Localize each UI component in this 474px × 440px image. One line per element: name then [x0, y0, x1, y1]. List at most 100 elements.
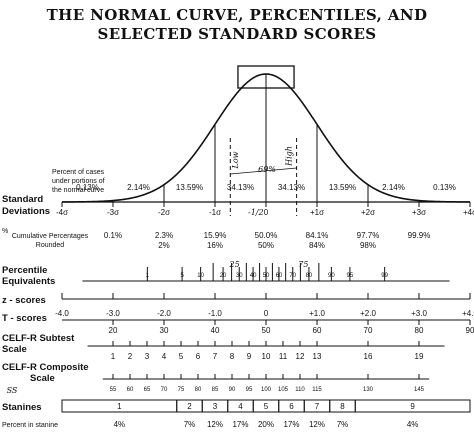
- celf-composite-label-4: 75: [178, 387, 185, 393]
- z-label-1: -3.0: [106, 309, 120, 318]
- cumulative-rounded-4: 84%: [309, 241, 325, 250]
- celf-composite-label-1: 60: [127, 387, 134, 393]
- sd-label-5: +1σ: [310, 208, 324, 217]
- curve-group: 0.13% 2.14% 13.59% 34.13% 34.13% 13.59% 2.14% 0…: [52, 65, 471, 216]
- stanine-percent-7: 12%: [309, 420, 325, 429]
- celf-subtest-label-5: 6: [196, 352, 201, 361]
- z-label-7: +3.0: [411, 309, 427, 318]
- area-percent-0: 0.13%: [76, 183, 99, 192]
- sd-label-1: -3σ: [107, 208, 119, 217]
- celf-subtest-label-line-2: Scale: [2, 344, 27, 355]
- percentile-label-10: 90: [328, 273, 335, 279]
- celf-subtest-label-11: 12: [296, 352, 305, 361]
- chart-title-line-1: THE NORMAL CURVE, PERCENTILES, AND: [46, 6, 428, 24]
- cumulative-label-line-2: Rounded: [36, 242, 65, 249]
- percentile-label-7: 60: [276, 273, 283, 279]
- celf-composite-label-9: 100: [261, 387, 272, 393]
- sd-label-2: -2σ: [158, 208, 170, 217]
- stanine-percent-9: 4%: [407, 420, 419, 429]
- celf-subtest-label-2: 3: [145, 352, 150, 361]
- area-percent-2: 13.59%: [176, 183, 203, 192]
- cumulative-value-4: 84.1%: [306, 231, 329, 240]
- celf-subtest-label-8: 9: [247, 352, 252, 361]
- celf-composite-label-11: 110: [295, 387, 305, 393]
- sd-label-3: -1σ: [209, 208, 221, 217]
- stanine-label-9: 9: [410, 402, 415, 411]
- t-label-6: 80: [415, 326, 424, 335]
- z-label-8: +4.0: [462, 309, 474, 318]
- stanine-percent-8: 7%: [337, 420, 349, 429]
- celf-subtest-label-14: 19: [415, 352, 424, 361]
- cumulative-value-5: 97.7%: [357, 231, 380, 240]
- z-label-3: -1.0: [208, 309, 222, 318]
- area-caption-line-0: Percent of cases: [52, 169, 105, 176]
- celf-composite-label-0: 55: [110, 387, 117, 393]
- percent-in-stanine-label: Percent in stanine: [2, 422, 58, 429]
- celf-composite-label-6: 85: [212, 387, 219, 393]
- sd-label-line-2: Deviations: [2, 206, 50, 217]
- celf-subtest-label-10: 11: [279, 352, 288, 361]
- area-caption-line-1: under portions of: [52, 178, 105, 185]
- percentile-label-4: 30: [236, 273, 243, 279]
- celf-subtest-label-9: 10: [262, 352, 271, 361]
- celf-composite-label-10: 105: [278, 387, 289, 393]
- t-label-3: 50: [262, 326, 271, 335]
- z-label-4: 0: [264, 309, 269, 318]
- stanine-label-8: 8: [340, 402, 345, 411]
- celf-composite-margin-note: SS: [7, 386, 18, 395]
- t-label-2: 40: [211, 326, 220, 335]
- celf-composite-label-8: 95: [246, 387, 253, 393]
- celf-subtest-label-6: 7: [213, 352, 218, 361]
- handwritten-low: Low: [231, 151, 240, 169]
- sd-label-0: -4σ: [56, 208, 68, 217]
- stanine-label-6: 6: [289, 402, 294, 411]
- stanines-label: Stanines: [2, 402, 42, 413]
- percentile-label-5: 40: [250, 273, 257, 279]
- cumulative-value-0: 0.1%: [104, 231, 122, 240]
- celf-subtest-label-13: 16: [364, 352, 373, 361]
- celf-composite-label-2: 65: [144, 387, 151, 393]
- stanine-label-7: 7: [315, 402, 320, 411]
- celf-subtest-label-line-1: CELF-R Subtest: [2, 333, 75, 344]
- stanine-label-5: 5: [264, 402, 269, 411]
- celf-subtest-label-4: 5: [179, 352, 184, 361]
- handwritten-box: [237, 65, 295, 89]
- area-percent-7: 0.13%: [433, 183, 456, 192]
- percentile-label-line-2: Equivalents: [2, 276, 55, 287]
- cumulative-value-2: 15.9%: [204, 231, 227, 240]
- cumulative-value-3: 50.0%: [255, 231, 278, 240]
- area-percent-6: 2.14%: [382, 183, 405, 192]
- area-percent-5: 13.59%: [329, 183, 356, 192]
- percentile-label-line-1: Percentile: [2, 265, 47, 276]
- celf-subtest-label-1: 2: [128, 352, 133, 361]
- celf-composite-label-14: 145: [414, 387, 425, 393]
- handwritten-range-arrow: [230, 167, 297, 175]
- stanine-cell-9: [354, 399, 471, 413]
- scales-group: -4σ -3σ -2σ -1σ 0 +1σ +2σ +3σ +4σ -1/2 0.1% 2.3%2% 1…: [55, 202, 474, 429]
- cumulative-symbol: %: [2, 228, 8, 235]
- cumulative-label-line-1: Cumulative Percentages: [12, 233, 89, 240]
- z-label-2: -2.0: [157, 309, 171, 318]
- z-label-0: -4.0: [55, 309, 69, 318]
- t-label-4: 60: [313, 326, 322, 335]
- percentile-label-9: 80: [306, 273, 313, 279]
- area-caption-line-2: the normal curve: [52, 187, 104, 194]
- celf-composite-label-3: 70: [161, 387, 168, 393]
- celf-composite-label-7: 90: [229, 387, 236, 393]
- percentile-label-12: 99: [381, 273, 388, 279]
- cumulative-rounded-3: 50%: [258, 241, 274, 250]
- celf-composite-label-12: 115: [312, 387, 322, 393]
- stanine-percent-1: 4%: [114, 420, 126, 429]
- cumulative-rounded-2: 16%: [207, 241, 223, 250]
- stanine-label-4: 4: [238, 402, 243, 411]
- celf-subtest-label-12: 13: [313, 352, 322, 361]
- z-label-6: +2.0: [360, 309, 376, 318]
- sd-label-4: 0: [264, 208, 269, 217]
- handwritten-half-mark: -1/2: [248, 208, 264, 217]
- t-label-1: 30: [160, 326, 169, 335]
- percentile-label-3: 20: [220, 273, 227, 279]
- celf-composite-label-5: 80: [195, 387, 202, 393]
- t-label-5: 70: [364, 326, 373, 335]
